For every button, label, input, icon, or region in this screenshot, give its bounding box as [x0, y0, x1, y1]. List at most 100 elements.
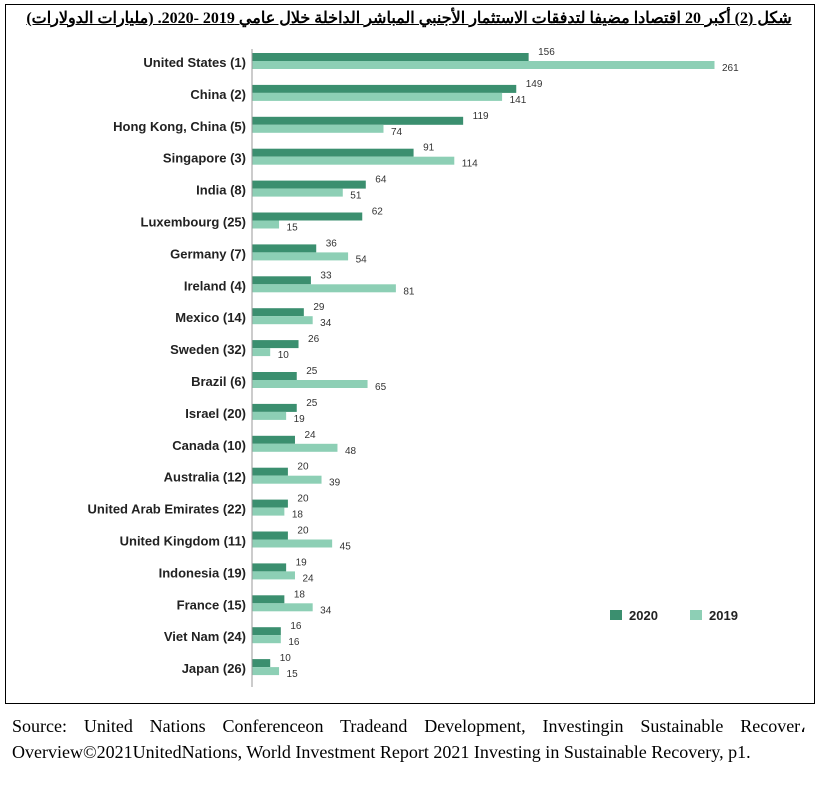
category-label: Brazil (6) — [191, 374, 246, 389]
bar-2020 — [252, 627, 281, 636]
bar-2020 — [252, 308, 304, 317]
legend-swatch-2019 — [690, 610, 702, 620]
bar-2020 — [252, 435, 295, 444]
bar-2020 — [252, 595, 285, 604]
category-label: Canada (10) — [172, 438, 246, 453]
data-label-2019: 261 — [722, 63, 739, 74]
data-label-2019: 39 — [329, 478, 341, 489]
bar-2020 — [252, 148, 414, 157]
source-note: Source: United Nations Conferenceon Trad… — [12, 716, 806, 762]
bar-2019 — [252, 411, 287, 420]
category-label: Australia (12) — [164, 470, 246, 485]
bar-chart: United States (1) 156 261 China (2) 149 141 Ho… — [88, 47, 739, 687]
category-label: Mexico (14) — [175, 310, 246, 325]
data-label-2019: 15 — [287, 223, 299, 234]
category-label: Viet Nam (24) — [164, 629, 246, 644]
category-label: Indonesia (19) — [159, 565, 246, 580]
bar-2020 — [252, 276, 311, 285]
data-label-2020: 26 — [308, 334, 320, 345]
bar-2020 — [252, 531, 288, 540]
data-label-2019: 65 — [375, 382, 387, 393]
bar-2019 — [252, 61, 715, 69]
data-label-2020: 149 — [526, 79, 543, 90]
data-label-2020: 25 — [306, 366, 318, 377]
category-label: China (2) — [190, 87, 246, 102]
bar-2019 — [252, 571, 295, 580]
data-label-2020: 18 — [294, 589, 306, 600]
data-label-2020: 62 — [372, 207, 384, 218]
category-label: United Kingdom (11) — [120, 534, 246, 549]
figure-frame: شكل (2) أكبر 20 اقتصادا مضيفا لتدفقات ال… — [5, 4, 815, 704]
bar-2019 — [252, 380, 368, 388]
bar-2019 — [252, 92, 503, 101]
bar-2019 — [252, 603, 313, 612]
data-label-2019: 24 — [302, 573, 314, 584]
category-label: Japan (26) — [182, 661, 246, 676]
bar-2019 — [252, 539, 333, 548]
data-label-2019: 48 — [345, 446, 357, 457]
category-label: Ireland (4) — [184, 278, 246, 293]
data-label-2019: 18 — [292, 510, 304, 521]
data-label-2019: 10 — [278, 350, 290, 361]
data-label-2019: 45 — [340, 542, 352, 553]
bar-2019 — [252, 156, 455, 165]
data-label-2020: 10 — [280, 653, 292, 664]
data-label-2019: 15 — [287, 669, 299, 680]
bar-2019 — [252, 284, 396, 293]
data-label-2020: 91 — [423, 143, 435, 154]
bar-2019 — [252, 188, 343, 197]
bar-2019 — [252, 475, 322, 484]
bar-2020 — [252, 116, 464, 125]
bar-2020 — [252, 212, 363, 221]
data-label-2020: 20 — [297, 462, 309, 473]
data-label-2020: 25 — [306, 398, 318, 409]
bar-2020 — [252, 499, 288, 508]
category-label: Hong Kong, China (5) — [113, 119, 246, 134]
data-label-2020: 33 — [320, 270, 332, 281]
data-label-2019: 114 — [462, 159, 478, 170]
bar-2020 — [252, 563, 287, 572]
data-label-2019: 81 — [403, 286, 415, 297]
bar-2020 — [252, 659, 271, 668]
data-label-2020: 20 — [297, 526, 309, 537]
data-label-2020: 24 — [304, 430, 316, 441]
category-label: India (8) — [196, 183, 246, 198]
data-label-2020: 20 — [297, 494, 309, 505]
category-label: Singapore (3) — [163, 151, 246, 166]
category-label: Germany (7) — [170, 246, 246, 261]
data-label-2020: 64 — [375, 175, 387, 186]
data-label-2019: 51 — [350, 191, 362, 202]
category-label: United Arab Emirates (22) — [88, 502, 246, 517]
data-label-2020: 19 — [296, 557, 308, 568]
data-label-2020: 29 — [313, 302, 325, 313]
bar-2019 — [252, 507, 285, 516]
data-label-2019: 141 — [510, 95, 527, 106]
bar-2020 — [252, 340, 299, 349]
data-label-2019: 34 — [320, 318, 332, 329]
bar-2019 — [252, 348, 271, 357]
bar-2020 — [252, 403, 297, 412]
data-label-2019: 34 — [320, 605, 332, 616]
category-label: Sweden (32) — [170, 342, 246, 357]
bar-2019 — [252, 635, 281, 644]
category-label: United States (1) — [143, 55, 246, 70]
bar-2020 — [252, 180, 366, 189]
category-label: France (15) — [177, 597, 246, 612]
bar-2020 — [252, 84, 517, 93]
data-label-2019: 74 — [391, 127, 403, 138]
bar-2020 — [252, 467, 288, 476]
data-label-2020: 156 — [538, 47, 555, 58]
legend-label-2020: 2020 — [629, 608, 658, 623]
data-label-2019: 54 — [356, 254, 368, 265]
chart-title: شكل (2) أكبر 20 اقتصادا مضيفا لتدفقات ال… — [26, 10, 792, 27]
bar-2019 — [252, 252, 349, 261]
bar-2019 — [252, 667, 280, 676]
bar-2020 — [252, 244, 317, 253]
category-label: Israel (20) — [185, 406, 246, 421]
bar-2019 — [252, 316, 313, 325]
data-label-2020: 119 — [473, 111, 489, 122]
data-label-2020: 36 — [326, 238, 338, 249]
data-label-2019: 16 — [288, 637, 300, 648]
legend-label-2019: 2019 — [709, 608, 738, 623]
legend-swatch-2020 — [610, 610, 622, 620]
